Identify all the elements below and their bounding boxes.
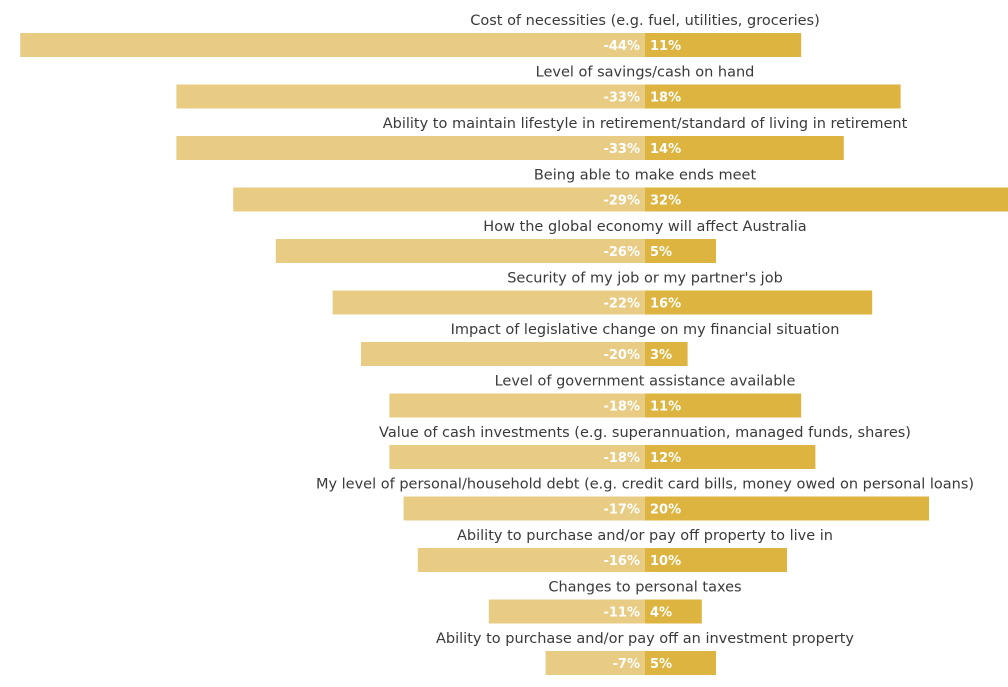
category-label: Cost of necessities (e.g. fuel, utilitie… [470,13,820,29]
positive-value-label: 16% [650,297,681,312]
negative-value-label: -17% [603,503,640,518]
positive-bar [645,599,702,624]
category-label: Level of government assistance available [495,374,796,390]
labels-layer: Cost of necessities (e.g. fuel, utilitie… [316,13,974,672]
positive-value-label: 11% [650,400,681,415]
category-label: Ability to maintain lifestyle in retirem… [383,116,908,132]
category-label: Impact of legislative change on my finan… [451,322,840,338]
category-label: Ability to purchase and/or pay off prope… [457,528,833,544]
positive-bar [645,33,802,57]
category-label: Value of cash investments (e.g. superann… [379,425,911,441]
positive-bar [645,136,844,160]
negative-value-label: -11% [603,606,640,621]
negative-value-label: -33% [603,91,640,106]
positive-value-label: 18% [650,91,681,106]
positive-bar [645,290,873,315]
negative-bar [176,136,645,160]
category-label: Security of my job or my partner's job [507,271,783,287]
negative-value-label: -16% [603,554,640,569]
negative-bar [417,548,645,572]
positive-bar [645,651,716,675]
positive-bar [645,342,688,366]
positive-value-label: 20% [650,503,681,518]
positive-bar [645,239,716,263]
negative-bar [233,187,645,212]
negative-value-label: -22% [603,297,640,312]
positive-bar [645,445,816,469]
positive-value-label: 3% [650,348,672,363]
negative-value-label: -20% [603,348,640,363]
negative-value-label: -33% [603,142,640,157]
negative-bar [488,599,645,624]
bars-layer [20,33,1008,675]
negative-bar [545,651,645,675]
positive-value-label: 11% [650,39,681,54]
positive-value-label: 5% [650,245,672,260]
category-label: How the global economy will affect Austr… [483,219,806,235]
negative-value-label: -29% [603,194,640,209]
positive-value-label: 10% [650,554,681,569]
positive-bar [645,548,787,572]
category-label: Level of savings/cash on hand [536,65,755,81]
negative-bar [389,393,645,418]
negative-value-label: -44% [603,39,640,54]
positive-bar [645,84,901,109]
positive-value-label: 14% [650,142,681,157]
negative-value-label: -26% [603,245,640,260]
negative-bar [275,239,645,263]
positive-bar [645,393,802,418]
positive-value-label: 5% [650,657,672,672]
positive-value-label: 12% [650,451,681,466]
negative-bar [361,342,645,366]
positive-bar [645,187,1008,212]
negative-value-label: -18% [603,400,640,415]
positive-value-label: 4% [650,606,672,621]
negative-value-label: -18% [603,451,640,466]
negative-bar [20,33,645,57]
category-label: Being able to make ends meet [534,168,757,184]
positive-bar [645,496,929,521]
positive-value-label: 32% [650,194,681,209]
category-label: My level of personal/household debt (e.g… [316,477,974,493]
negative-value-label: -7% [613,657,640,672]
negative-bar [176,84,645,109]
negative-bar [403,496,645,521]
category-label: Ability to purchase and/or pay off an in… [436,631,854,647]
negative-bar [332,290,645,315]
category-label: Changes to personal taxes [548,580,741,596]
negative-bar [389,445,645,469]
